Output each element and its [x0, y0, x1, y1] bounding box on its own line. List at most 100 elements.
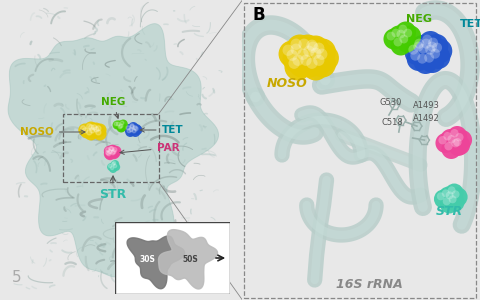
Circle shape: [394, 38, 402, 46]
Circle shape: [316, 49, 327, 60]
Circle shape: [86, 124, 92, 129]
Circle shape: [90, 128, 95, 133]
Text: 16S rRNA: 16S rRNA: [336, 278, 403, 291]
Circle shape: [434, 190, 453, 208]
Circle shape: [134, 127, 138, 131]
Circle shape: [111, 160, 119, 168]
Circle shape: [396, 30, 405, 38]
Circle shape: [403, 28, 412, 38]
Circle shape: [94, 127, 99, 132]
Text: 50S: 50S: [182, 255, 198, 264]
Circle shape: [400, 26, 421, 46]
Circle shape: [419, 31, 443, 55]
Circle shape: [437, 192, 444, 200]
Circle shape: [307, 41, 319, 53]
Text: NEG: NEG: [406, 14, 432, 24]
Circle shape: [444, 142, 453, 150]
Circle shape: [410, 51, 420, 61]
Circle shape: [114, 122, 118, 126]
Circle shape: [453, 138, 462, 146]
Circle shape: [427, 42, 437, 52]
Circle shape: [89, 125, 94, 130]
Circle shape: [113, 121, 122, 130]
Circle shape: [313, 55, 324, 66]
Circle shape: [106, 148, 110, 152]
Circle shape: [303, 46, 314, 57]
Circle shape: [440, 194, 459, 214]
Circle shape: [309, 38, 336, 65]
Circle shape: [112, 163, 120, 171]
Circle shape: [109, 165, 117, 173]
Circle shape: [108, 150, 112, 154]
Circle shape: [287, 34, 313, 62]
Circle shape: [306, 58, 318, 69]
Circle shape: [452, 190, 459, 198]
Circle shape: [120, 121, 124, 125]
Circle shape: [108, 164, 112, 168]
Circle shape: [408, 45, 418, 55]
Circle shape: [422, 34, 432, 45]
Circle shape: [313, 43, 324, 54]
Circle shape: [89, 122, 103, 136]
Circle shape: [439, 187, 458, 206]
Circle shape: [418, 44, 428, 54]
Circle shape: [84, 128, 97, 140]
Circle shape: [388, 26, 409, 46]
Circle shape: [410, 38, 433, 62]
Circle shape: [444, 132, 464, 152]
Circle shape: [114, 164, 117, 168]
Circle shape: [425, 45, 435, 55]
Circle shape: [125, 127, 135, 137]
Circle shape: [429, 39, 452, 63]
Circle shape: [414, 50, 437, 74]
Circle shape: [415, 40, 438, 64]
Circle shape: [435, 133, 455, 153]
Circle shape: [449, 195, 456, 203]
Circle shape: [448, 136, 468, 156]
Circle shape: [399, 34, 408, 43]
Circle shape: [113, 148, 117, 152]
Circle shape: [398, 25, 407, 34]
Circle shape: [312, 44, 339, 71]
Circle shape: [414, 39, 424, 49]
Circle shape: [283, 46, 309, 73]
Text: NEG: NEG: [101, 97, 125, 118]
Circle shape: [443, 197, 451, 205]
Text: STR: STR: [99, 176, 126, 202]
Circle shape: [127, 126, 137, 136]
Circle shape: [290, 38, 302, 50]
Circle shape: [296, 50, 323, 77]
Circle shape: [430, 49, 440, 59]
Text: NOSO: NOSO: [267, 77, 308, 90]
Circle shape: [132, 125, 143, 135]
Circle shape: [110, 148, 120, 158]
Circle shape: [112, 161, 116, 165]
Circle shape: [107, 145, 118, 155]
Circle shape: [405, 41, 429, 65]
Circle shape: [452, 130, 472, 150]
Circle shape: [396, 32, 417, 52]
Circle shape: [300, 55, 312, 66]
Circle shape: [432, 43, 442, 53]
Circle shape: [283, 44, 294, 56]
Circle shape: [421, 39, 431, 49]
Circle shape: [306, 40, 318, 51]
Circle shape: [428, 38, 438, 48]
Circle shape: [80, 125, 94, 139]
Circle shape: [444, 132, 452, 140]
Text: TET: TET: [140, 125, 183, 135]
Circle shape: [442, 189, 450, 197]
Circle shape: [87, 125, 100, 139]
Circle shape: [413, 42, 423, 52]
Circle shape: [116, 122, 120, 126]
Circle shape: [285, 53, 311, 80]
Circle shape: [96, 130, 101, 135]
Circle shape: [447, 126, 467, 146]
Circle shape: [86, 130, 92, 135]
Text: C518: C518: [381, 118, 403, 127]
Circle shape: [442, 139, 461, 159]
Circle shape: [130, 127, 140, 137]
Circle shape: [449, 188, 468, 206]
Circle shape: [386, 32, 396, 40]
Circle shape: [105, 150, 115, 160]
